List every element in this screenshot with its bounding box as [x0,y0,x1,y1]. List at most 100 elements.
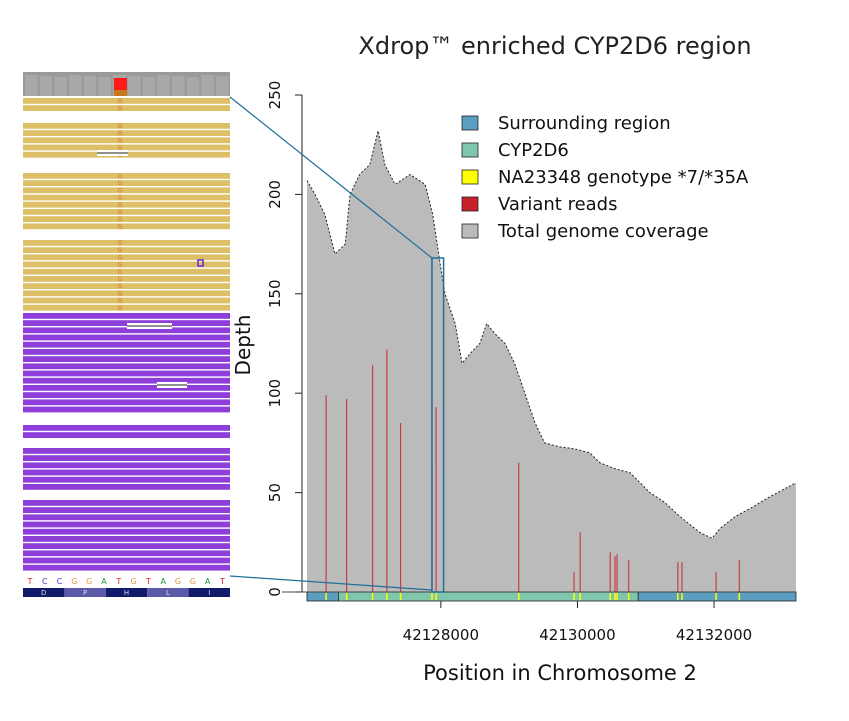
sequence-base: G [190,577,196,586]
read-base: G [118,173,123,180]
read-base: G [118,305,123,312]
read-row [23,304,230,311]
read-row [23,399,230,406]
read-row [23,425,230,431]
chart-title: Xdrop™ enriched CYP2D6 region [358,32,751,60]
legend: Surrounding region CYP2D6 NA23348 genotype… [461,113,749,242]
read-row [23,194,230,201]
read-row [23,448,230,454]
coverage-bar [172,76,185,96]
legend-label: CYP2D6 [498,140,569,161]
read-row [23,349,230,355]
read-row [23,261,230,268]
read-base: G [118,247,123,254]
y-tick-label: 250 [266,81,284,110]
amino-acid: L [166,589,170,597]
read-row [23,543,230,549]
coverage-bar [216,76,229,96]
read-base: G [118,262,123,269]
variant-coverage-bar [114,78,127,90]
read-base: G [118,98,123,105]
x-tick-label: 42130000 [539,626,615,644]
legend-swatch [461,223,479,239]
read-row [23,455,230,461]
igv-inset: GGGGGGGGGGGGGGGGGGGGGGGGGTCCGGATGTAGGATD… [23,72,230,597]
read-row [23,550,230,557]
read-row [23,514,230,521]
legend-label: NA23348 genotype *7/*35A [498,167,749,188]
read-base: G [118,254,123,261]
read-row [23,484,230,490]
read-base: G [118,216,123,223]
read-row [23,240,230,246]
amino-acid: P [83,589,87,597]
read-base: G [118,240,123,247]
sequence-base: G [86,577,92,586]
read-base: G [118,209,123,216]
coverage-bar [142,77,156,96]
coverage-area [307,130,796,592]
read-base: G [118,269,123,276]
insertion-marker [197,259,204,267]
read-row [23,313,230,319]
legend-swatch [461,142,479,158]
plot-area: 0 50 100 150 200 250 42128000 42130000 42132000 [229,81,797,644]
zoom-connector-bottom [229,575,433,591]
read-row [23,564,230,571]
read-row [23,385,230,391]
read-row [23,476,230,483]
coverage-bar [39,76,53,96]
region-bar [637,591,797,602]
region-bar [306,591,339,602]
amino-acid: D [41,589,46,597]
region-bar [338,591,639,602]
read-row [23,254,230,261]
zoom-connector-top [229,96,433,259]
read-base: G [118,283,123,290]
read-row [23,377,230,384]
sequence-base: A [160,577,166,586]
x-tick-label: 42128000 [403,626,479,644]
read-row [23,370,230,377]
read-row [23,327,230,334]
sequence-base: C [42,577,48,586]
coverage-bar [127,76,141,96]
amino-acid-block [147,588,189,597]
sequence-base: G [175,577,181,586]
y-axis-label: Depth [231,315,255,376]
amino-acid: I [208,589,210,597]
read-row [23,320,230,326]
read-row [23,406,230,413]
sequence-base: T [145,577,151,586]
sequence-base: A [101,577,107,586]
y-tick-label: 100 [266,379,284,408]
coverage-bar [98,77,111,96]
sequence-base: G [71,577,77,586]
amino-acid-block [23,588,65,597]
x-tick-label: 42132000 [676,626,752,644]
coverage-bar [69,75,82,96]
sequence-base: T [27,577,33,586]
coverage-bar [25,75,38,96]
sequence-base: G [130,577,136,586]
read-row [23,268,230,275]
read-row [23,105,230,111]
read-row [23,223,230,230]
read-row [23,276,230,282]
read-row [23,98,230,104]
read-row [23,334,230,341]
coverage-bar [186,77,200,96]
read-base: G [118,123,123,130]
read-base: G [118,130,123,137]
read-base: G [118,298,123,305]
legend-label: Total genome coverage [497,221,709,242]
coverage-bar [83,76,97,96]
read-base: G [118,290,123,297]
read-row [23,123,230,129]
read-row [23,507,230,513]
read-row [23,144,230,151]
sequence-base: C [57,577,63,586]
read-row [23,521,230,528]
amino-acid-block [105,588,148,597]
